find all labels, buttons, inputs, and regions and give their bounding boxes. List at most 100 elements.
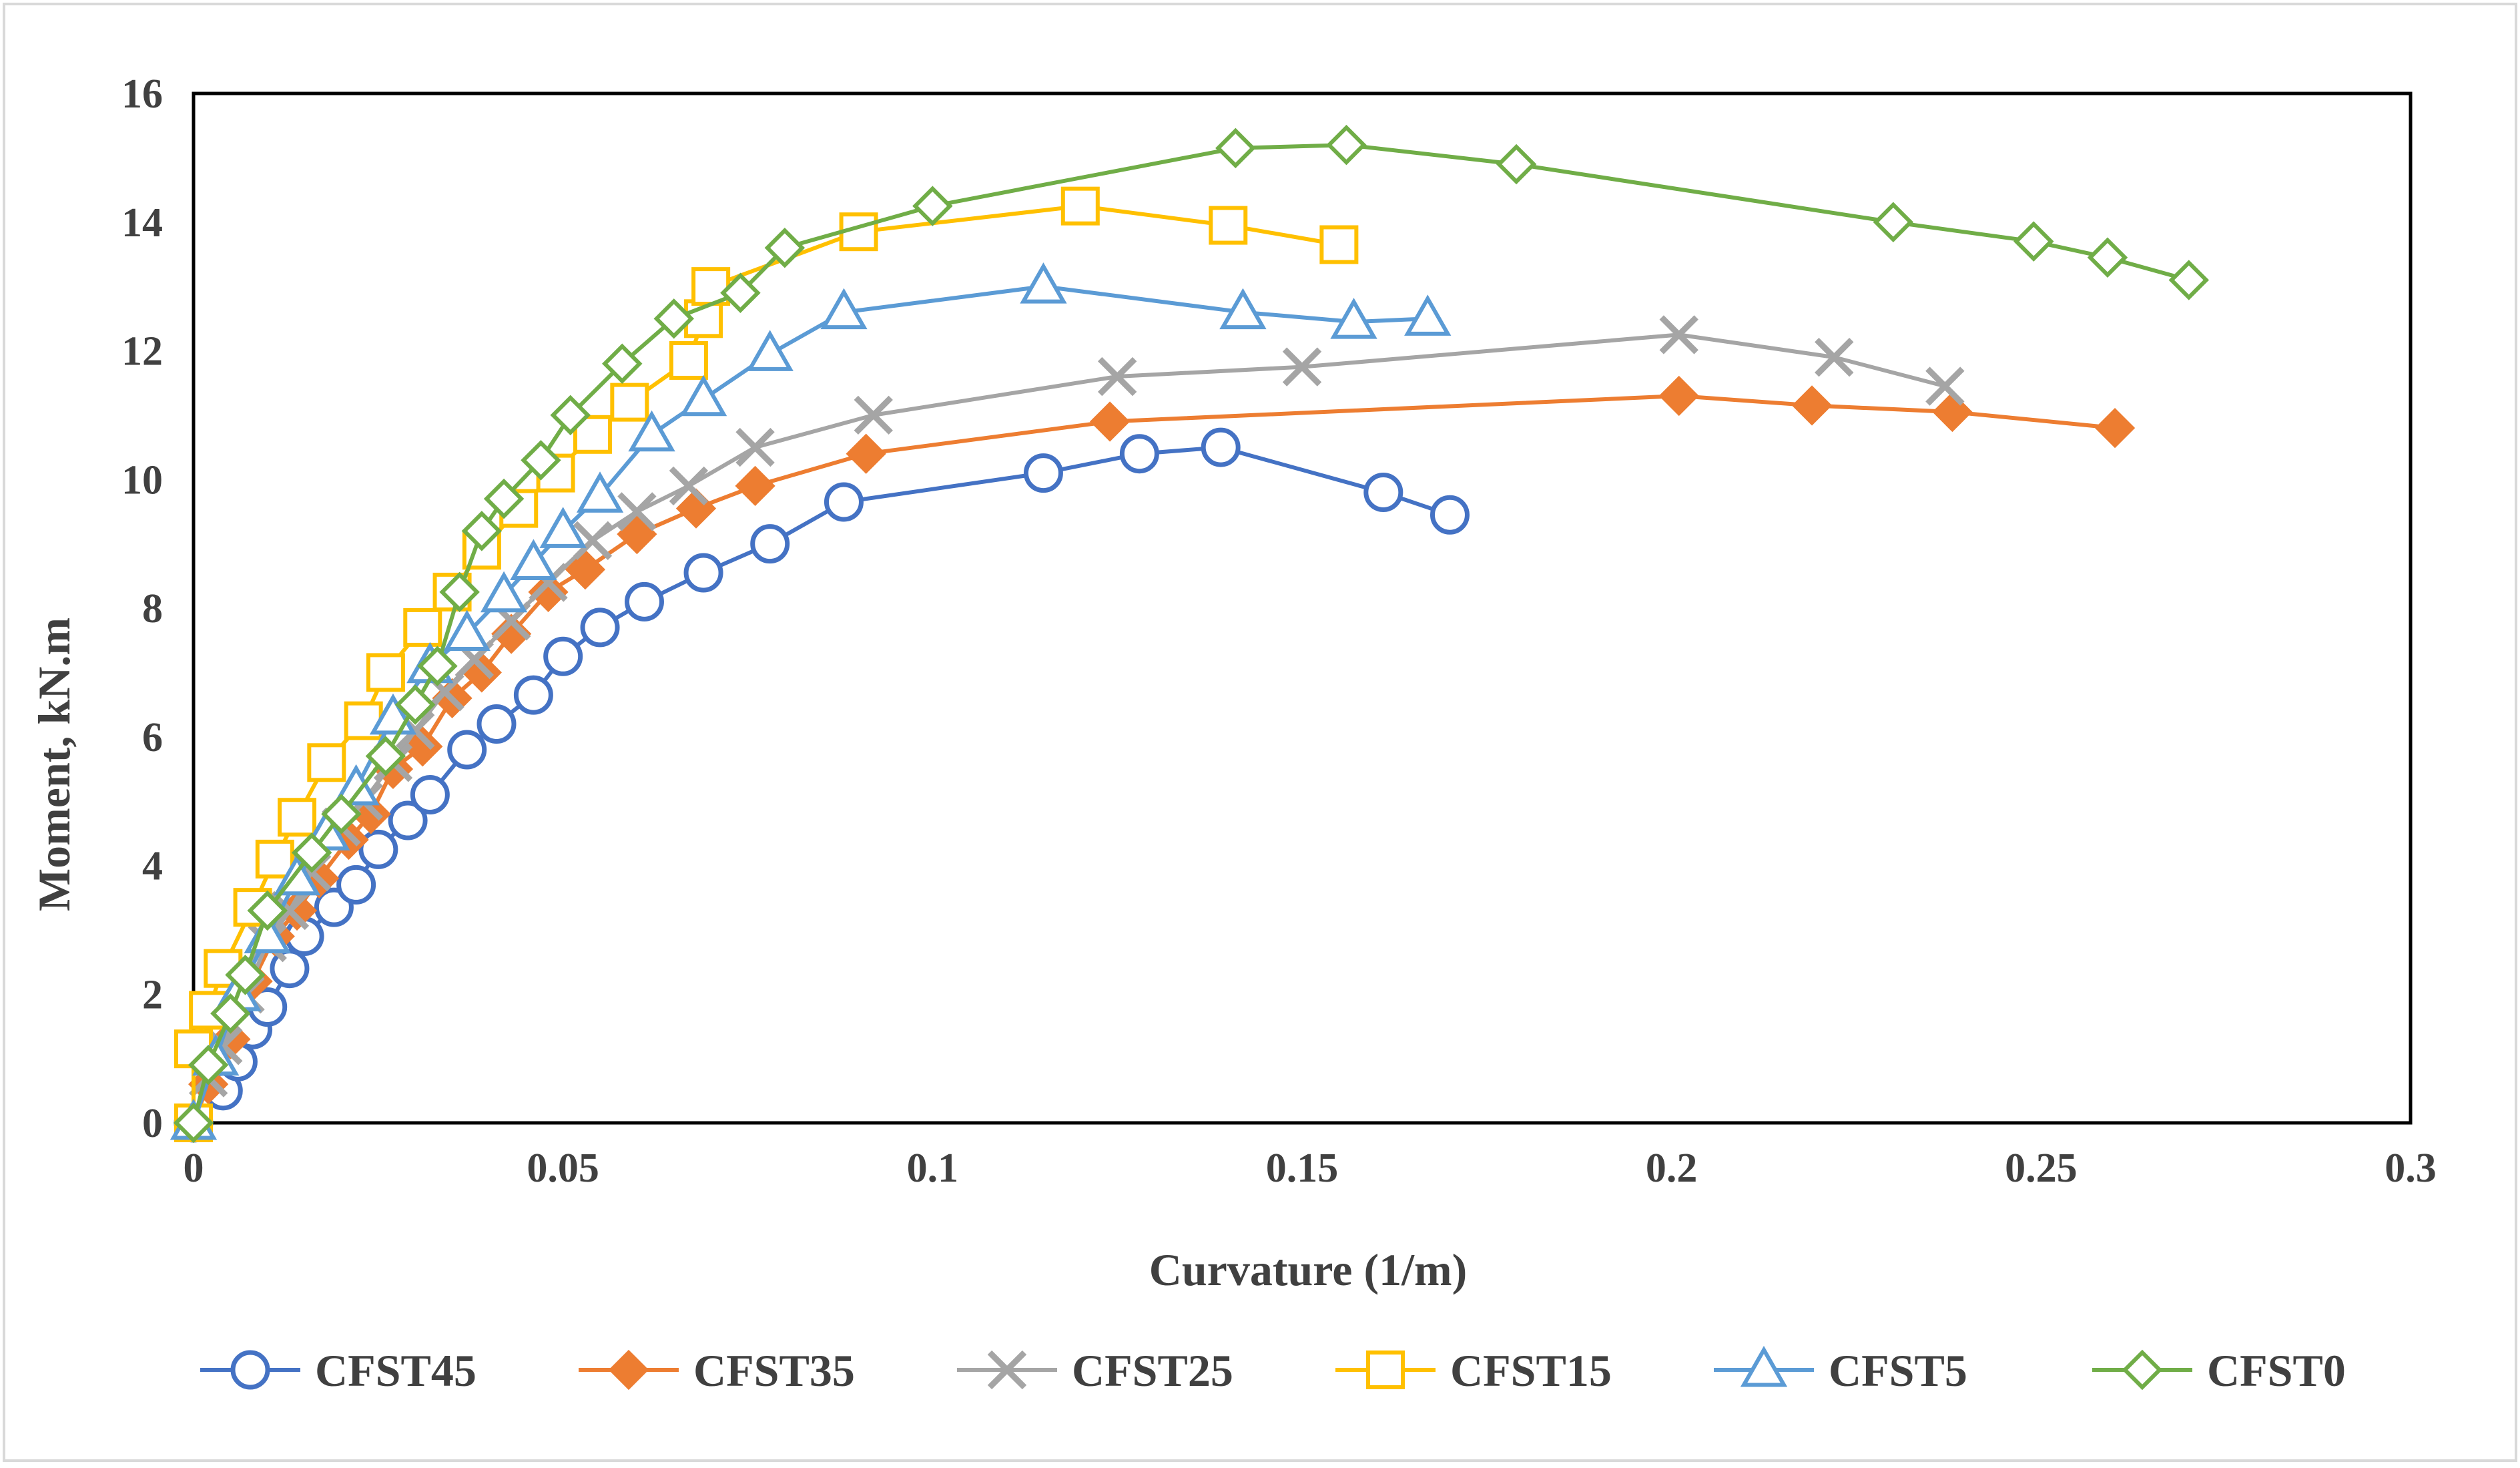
x-tick-label: 0.15 xyxy=(1266,1146,1339,1191)
data-point xyxy=(846,433,886,474)
data-point xyxy=(461,511,503,551)
legend-item-cfst15: CFST15 xyxy=(1335,1345,1612,1396)
data-point xyxy=(2168,260,2210,300)
data-point xyxy=(1215,128,1256,169)
data-point xyxy=(1496,144,1537,185)
data-point xyxy=(173,1102,214,1144)
data-point xyxy=(417,646,458,686)
legend-item-cfst45: CFST45 xyxy=(200,1345,477,1396)
data-point xyxy=(2013,221,2054,262)
y-tick-label: 6 xyxy=(142,715,163,760)
data-point xyxy=(653,298,695,339)
data-point xyxy=(1219,288,1267,330)
data-point xyxy=(225,955,266,995)
data-point xyxy=(1330,298,1377,339)
data-point xyxy=(358,829,398,869)
data-point xyxy=(1659,315,1698,354)
x-tick-label: 0.2 xyxy=(1646,1146,1698,1191)
data-point xyxy=(443,609,491,652)
y-tick-label: 10 xyxy=(121,457,163,503)
data-point xyxy=(573,521,613,560)
data-point xyxy=(2087,237,2128,278)
data-point xyxy=(820,288,868,330)
x-tick-label: 0.25 xyxy=(2005,1146,2078,1191)
data-point xyxy=(580,607,620,648)
data-point xyxy=(1658,375,1699,417)
data-point xyxy=(1282,347,1322,387)
y-tick-label: 16 xyxy=(121,71,163,117)
legend-item-cfst35: CFST35 xyxy=(579,1345,855,1396)
data-point xyxy=(1430,495,1470,535)
y-tick-label: 12 xyxy=(121,329,163,375)
data-point xyxy=(610,383,649,422)
legend-item-cfst25: CFST25 xyxy=(957,1345,1233,1396)
data-point xyxy=(543,636,583,676)
data-point xyxy=(1404,294,1452,336)
data-point xyxy=(854,395,893,435)
data-point xyxy=(521,440,561,481)
data-point xyxy=(2122,1349,2163,1391)
data-point xyxy=(1873,202,1914,242)
data-point xyxy=(332,764,380,806)
data-point xyxy=(491,614,532,654)
data-point xyxy=(483,478,525,519)
legend-item-cfst0: CFST0 xyxy=(2092,1345,2346,1396)
legend-label: CFST15 xyxy=(1450,1345,1612,1396)
data-point xyxy=(683,553,723,593)
data-point xyxy=(447,730,487,770)
data-point xyxy=(746,330,794,371)
data-point xyxy=(394,684,436,725)
data-point xyxy=(188,1045,229,1085)
ticks-layer: 0 0.05 0.1 0.15 0.2 0.25 0.3 0 2 4 6 8 10 12 14 16 xyxy=(121,71,2437,1191)
data-point xyxy=(735,465,775,507)
x-tick-label: 0 xyxy=(184,1146,204,1191)
data-point xyxy=(307,743,346,782)
legend-item-cfst5: CFST5 xyxy=(1714,1345,1967,1396)
data-point xyxy=(528,571,569,613)
legend-label: CFST45 xyxy=(315,1345,477,1396)
data-point xyxy=(1209,206,1248,245)
data-point xyxy=(987,1350,1027,1390)
legend-label: CFST5 xyxy=(1829,1345,1967,1396)
data-point xyxy=(617,492,657,531)
data-point xyxy=(477,704,517,744)
y-tick-label: 14 xyxy=(121,200,163,246)
data-point xyxy=(513,675,553,715)
data-point xyxy=(608,1349,649,1391)
data-point xyxy=(1023,453,1063,493)
data-point xyxy=(278,798,317,837)
data-point xyxy=(624,581,664,622)
data-point xyxy=(912,186,953,226)
data-point xyxy=(539,507,587,548)
data-point xyxy=(669,340,708,380)
data-point xyxy=(439,571,480,613)
data-point xyxy=(1201,427,1241,467)
x-tick-label: 0.3 xyxy=(2385,1146,2437,1191)
data-point xyxy=(824,482,864,522)
plot-frame xyxy=(192,91,2413,1125)
y-tick-label: 2 xyxy=(142,972,163,1017)
data-point xyxy=(291,832,332,873)
series-layer xyxy=(170,124,2210,1144)
x-tick-label: 0.05 xyxy=(527,1146,599,1191)
legend: CFST45 CFST35 CFST25 CFST15 CFST5 CFST0 xyxy=(200,1345,2346,1396)
data-point xyxy=(336,865,376,905)
data-point xyxy=(480,571,528,613)
y-tick-label: 4 xyxy=(142,844,163,889)
series-cfst0 xyxy=(173,124,2210,1144)
data-point xyxy=(576,471,624,513)
legend-label: CFST0 xyxy=(2207,1345,2346,1396)
data-point xyxy=(1366,1351,1405,1389)
data-point xyxy=(1326,124,1367,166)
data-point xyxy=(510,539,557,581)
data-point xyxy=(1740,1345,1788,1387)
data-point xyxy=(366,653,405,692)
data-point xyxy=(679,375,727,417)
data-point xyxy=(255,839,294,879)
data-point xyxy=(410,774,450,814)
data-point xyxy=(750,524,790,564)
legend-label: CFST35 xyxy=(693,1345,855,1396)
data-point xyxy=(764,228,806,268)
data-point xyxy=(1319,225,1359,264)
